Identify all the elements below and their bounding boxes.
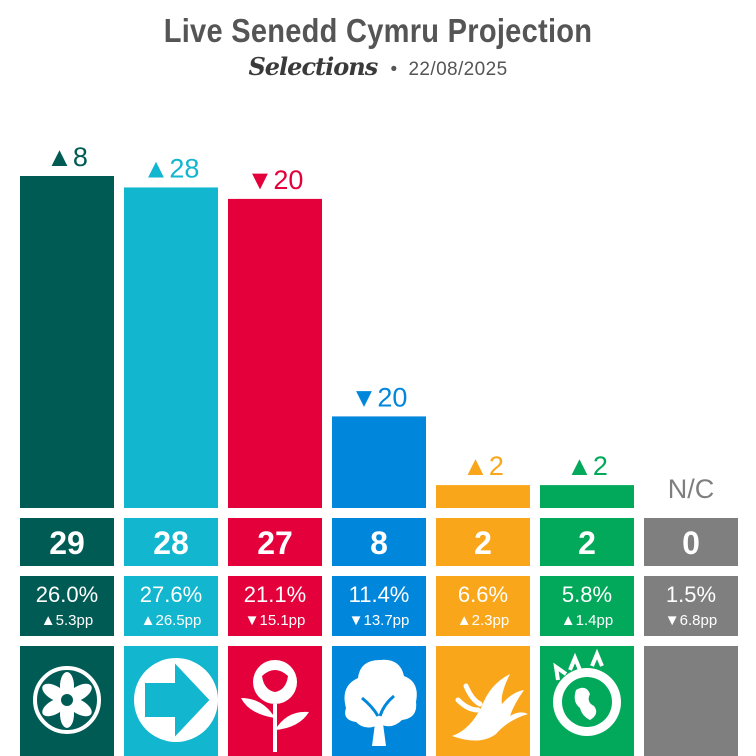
- vote-share-box-reform-uk: 27.6% ▲26.5pp: [124, 576, 218, 636]
- seat-count-plaid-cymru: 29: [20, 518, 114, 566]
- vote-share-label: 27.6%: [139, 582, 203, 607]
- bar-conservative: [332, 416, 426, 508]
- vote-change-label: ▲1.4pp: [560, 612, 614, 629]
- vote-change-label: ▼15.1pp: [244, 612, 306, 629]
- vote-share-label: 26.0%: [35, 582, 99, 607]
- bar-chart: ▲8 ▲28 ▼20 ▼20 ▲2 ▲2 N/C: [20, 142, 715, 508]
- seat-change-label-green: ▲2: [566, 451, 608, 481]
- seat-change-label-conservative: ▼20: [351, 382, 408, 412]
- vote-share-box-liberal-democrats: 6.6% ▲2.3pp: [436, 576, 530, 636]
- subtitle: Selections • 22/08/2025: [0, 52, 756, 81]
- plaid-cymru-flower-icon: [20, 646, 114, 756]
- seat-change-label-plaid-cymru: ▲8: [46, 142, 88, 172]
- vote-share-label: 11.4%: [348, 582, 410, 607]
- vote-share-label: 21.1%: [243, 582, 307, 607]
- labour-rose-icon: [228, 646, 322, 756]
- vote-share-box-other: 1.5% ▼6.8pp: [644, 576, 738, 636]
- conservative-tree-icon: [332, 646, 426, 756]
- reform-arrow-icon: [124, 646, 218, 756]
- bar-labour: [228, 198, 322, 508]
- chart-title: Live Senedd Cymru Projection: [163, 12, 593, 49]
- bar-green: [540, 485, 634, 508]
- vote-share-label: 6.6%: [457, 582, 509, 607]
- logo-placeholder-other: [644, 646, 738, 756]
- seat-count-other: 0: [644, 518, 738, 566]
- seat-count-green: 2: [540, 518, 634, 566]
- seat-change-label-other: N/C: [668, 474, 715, 504]
- vote-change-label: ▲5.3pp: [40, 612, 94, 629]
- seat-change-label-liberal-democrats: ▲2: [462, 451, 504, 481]
- seat-count-reform-uk: 28: [124, 518, 218, 566]
- brand-logo: Selections: [248, 52, 378, 81]
- green-globe-icon: [540, 646, 634, 756]
- vote-share-box-plaid-cymru: 26.0% ▲5.3pp: [20, 576, 114, 636]
- vote-share-label: 5.8%: [561, 582, 613, 607]
- vote-share-label: 1.5%: [665, 582, 717, 607]
- seat-change-label-labour: ▼20: [247, 165, 304, 195]
- libdem-bird-icon: [436, 646, 530, 756]
- seat-count-labour: 27: [228, 518, 322, 566]
- bar-reform-uk: [124, 187, 218, 508]
- seat-count-liberal-democrats: 2: [436, 518, 530, 566]
- projection-date: 22/08/2025: [408, 59, 508, 80]
- bar-plaid-cymru: [20, 176, 114, 508]
- vote-change-label: ▲2.3pp: [456, 612, 510, 629]
- vote-share-box-green: 5.8% ▲1.4pp: [540, 576, 634, 636]
- vote-share-box-labour: 21.1% ▼15.1pp: [228, 576, 322, 636]
- vote-change-label: ▲26.5pp: [140, 612, 202, 629]
- separator: •: [390, 59, 398, 80]
- bar-liberal-democrats: [436, 485, 530, 508]
- seat-count-conservative: 8: [332, 518, 426, 566]
- vote-change-label: ▼13.7pp: [348, 612, 410, 629]
- vote-share-box-conservative: 11.4% ▼13.7pp: [332, 576, 426, 636]
- seat-change-label-reform-uk: ▲28: [143, 153, 200, 183]
- vote-change-label: ▼6.8pp: [664, 612, 718, 629]
